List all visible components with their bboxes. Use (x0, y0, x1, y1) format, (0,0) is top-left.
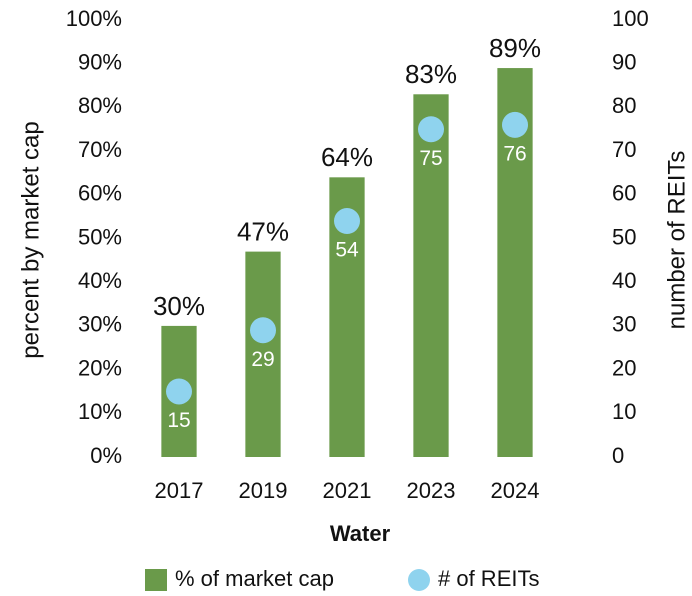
x-tick-label: 2019 (239, 478, 288, 503)
legend-label: % of market cap (175, 566, 334, 591)
bar-value-label: 89% (489, 33, 541, 63)
dot (166, 378, 192, 405)
y-tick-label: 70% (78, 137, 122, 162)
bar-value-label: 30% (153, 291, 205, 321)
x-tick-label: 2017 (155, 478, 204, 503)
bar-value-label: 83% (405, 59, 457, 89)
x-axis-label: Water (330, 521, 391, 546)
y-tick-label: 20% (78, 355, 122, 380)
dot-value-label: 76 (503, 142, 526, 165)
bar (245, 251, 281, 457)
y-tick-label: 30% (78, 312, 122, 337)
dot (502, 111, 528, 138)
y-tick-label: 0% (90, 443, 122, 468)
y2-tick-label: 10 (612, 399, 636, 424)
y-axis-label: percent by market cap (17, 121, 44, 358)
dot-value-label: 15 (167, 409, 190, 432)
dot (418, 116, 444, 143)
y2-tick-label: 20 (612, 355, 636, 380)
dot (334, 208, 360, 235)
y-tick-label: 100% (66, 6, 122, 31)
y2-tick-label: 70 (612, 137, 636, 162)
y2-tick-label: 0 (612, 443, 624, 468)
y2-tick-label: 100 (612, 6, 649, 31)
dot-value-label: 54 (335, 239, 359, 262)
bar-value-label: 64% (321, 142, 373, 172)
legend-label: # of REITs (438, 566, 539, 591)
y-tick-label: 50% (78, 224, 122, 249)
x-tick-label: 2021 (323, 478, 372, 503)
bar (413, 94, 449, 457)
x-tick-label: 2023 (407, 478, 456, 503)
legend-swatch (408, 569, 430, 591)
y-tick-label: 80% (78, 93, 122, 118)
y-tick-label: 40% (78, 268, 122, 293)
y2-tick-label: 60 (612, 181, 636, 206)
dot (250, 317, 276, 344)
dot-value-label: 75 (419, 147, 442, 170)
y2-tick-label: 50 (612, 224, 636, 249)
y-tick-label: 60% (78, 181, 122, 206)
y-tick-label: 10% (78, 399, 122, 424)
y2-tick-label: 30 (612, 312, 636, 337)
bar-value-label: 47% (237, 216, 289, 246)
legend-swatch (145, 569, 167, 591)
y2-tick-label: 80 (612, 93, 636, 118)
x-tick-label: 2024 (491, 478, 540, 503)
y-tick-label: 90% (78, 50, 122, 75)
y2-tick-label: 40 (612, 268, 636, 293)
dot-value-label: 29 (251, 348, 274, 371)
y2-axis-label: number of REITs (663, 151, 690, 330)
y2-tick-label: 90 (612, 50, 636, 75)
